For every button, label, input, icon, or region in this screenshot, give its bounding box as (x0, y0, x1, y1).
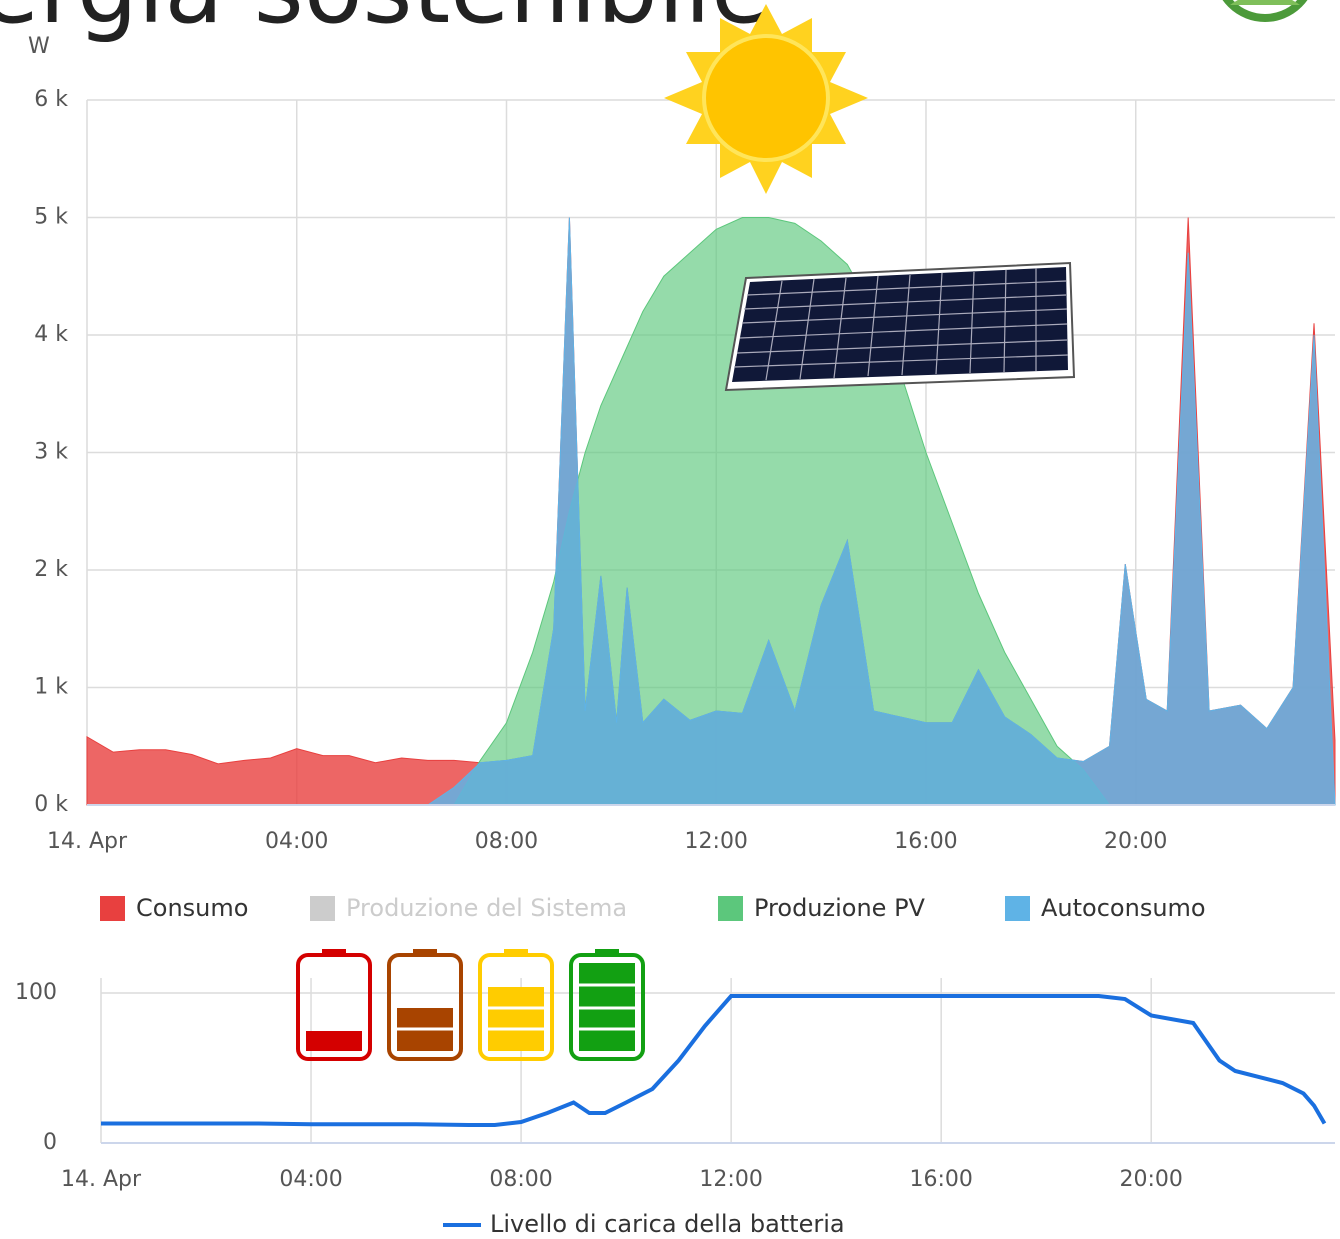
power-chart: W 0 k 1 k 2 k 3 k 4 k 5 k 6 k 14. Apr 04:00 08:00 1… (28, 34, 1335, 922)
page-title: ergia sostenibile (0, 0, 770, 45)
x-tick-label: 16:00 (909, 1167, 972, 1192)
legend-swatch (1005, 896, 1030, 921)
battery-icons (298, 949, 643, 1059)
y-tick-label: 4 k (34, 322, 68, 347)
x-tick-label: 08:00 (489, 1167, 552, 1192)
y-tick-label: 3 k (34, 440, 68, 465)
page: ergia sostenibile W 0 k 1 k 2 k 3 k 4 k 5 k 6 k… (0, 0, 1340, 1239)
legend-label[interactable]: Autoconsumo (1041, 894, 1206, 922)
y-tick-label: 6 k (34, 87, 68, 112)
y-tick-label: 0 k (34, 792, 68, 817)
solar-panel (726, 263, 1074, 390)
legend-label[interactable]: Produzione PV (754, 894, 926, 922)
x-tick-label: 04:00 (279, 1167, 342, 1192)
logo (1217, 0, 1313, 18)
x-tick-label: 16:00 (894, 829, 957, 854)
x-tick-label: 12:00 (685, 829, 748, 854)
battery-chart: 0 100 14. Apr 04:00 08:00 12:00 16:00 20:00 Live… (15, 978, 1335, 1238)
x-tick-label: 20:00 (1104, 829, 1167, 854)
legend-swatch (100, 896, 125, 921)
legend-swatch (718, 896, 743, 921)
y-tick-label: 100 (15, 980, 57, 1005)
y-tick-label: 1 k (34, 675, 68, 700)
legend-label[interactable]: Produzione del Sistema (346, 894, 627, 922)
y-tick-label: 0 (43, 1130, 57, 1155)
x-tick-label: 12:00 (699, 1167, 762, 1192)
x-tick-label: 14. Apr (61, 1167, 142, 1192)
x-tick-label: 14. Apr (47, 829, 128, 854)
x-tick-label: 04:00 (265, 829, 328, 854)
line (101, 996, 1324, 1125)
y-tick-label: 2 k (34, 557, 68, 582)
y-tick-label: 5 k (34, 205, 68, 230)
legend-label[interactable]: Livello di carica della batteria (490, 1210, 845, 1238)
legend-swatch (310, 896, 335, 921)
y-axis-label: W (28, 34, 50, 59)
x-tick-label: 08:00 (475, 829, 538, 854)
legend-label[interactable]: Consumo (136, 894, 248, 922)
x-tick-label: 20:00 (1120, 1167, 1183, 1192)
